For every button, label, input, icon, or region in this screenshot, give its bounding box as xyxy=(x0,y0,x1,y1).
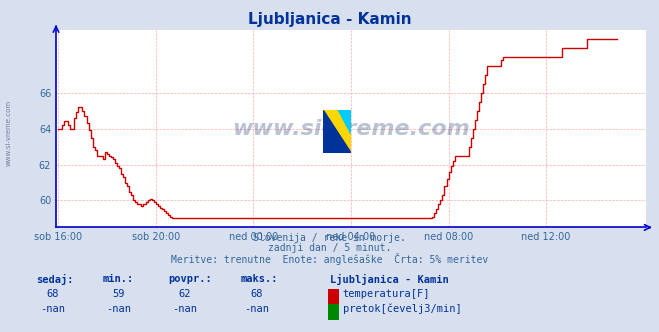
Text: Slovenija / reke in morje.: Slovenija / reke in morje. xyxy=(253,233,406,243)
Text: Ljubljanica - Kamin: Ljubljanica - Kamin xyxy=(248,12,411,27)
Polygon shape xyxy=(323,110,351,153)
Text: temperatura[F]: temperatura[F] xyxy=(343,289,430,299)
Text: -nan: -nan xyxy=(172,304,197,314)
Text: Ljubljanica - Kamin: Ljubljanica - Kamin xyxy=(330,274,448,285)
Text: -nan: -nan xyxy=(244,304,270,314)
Text: 62: 62 xyxy=(179,289,190,299)
Text: -nan: -nan xyxy=(40,304,65,314)
Text: 68: 68 xyxy=(47,289,59,299)
Text: povpr.:: povpr.: xyxy=(168,274,212,284)
Text: zadnji dan / 5 minut.: zadnji dan / 5 minut. xyxy=(268,243,391,253)
Text: 59: 59 xyxy=(113,289,125,299)
Text: Meritve: trenutne  Enote: anglešaške  Črta: 5% meritev: Meritve: trenutne Enote: anglešaške Črta… xyxy=(171,253,488,265)
Text: pretok[čevelj3/min]: pretok[čevelj3/min] xyxy=(343,304,461,314)
Text: min.:: min.: xyxy=(102,274,133,284)
Text: sedaj:: sedaj: xyxy=(36,274,74,285)
Polygon shape xyxy=(338,110,351,133)
Text: www.si-vreme.com: www.si-vreme.com xyxy=(5,100,12,166)
Text: www.si-vreme.com: www.si-vreme.com xyxy=(232,119,470,139)
Text: maks.:: maks.: xyxy=(241,274,278,284)
Text: 68: 68 xyxy=(251,289,263,299)
Polygon shape xyxy=(323,110,351,153)
Text: -nan: -nan xyxy=(106,304,131,314)
